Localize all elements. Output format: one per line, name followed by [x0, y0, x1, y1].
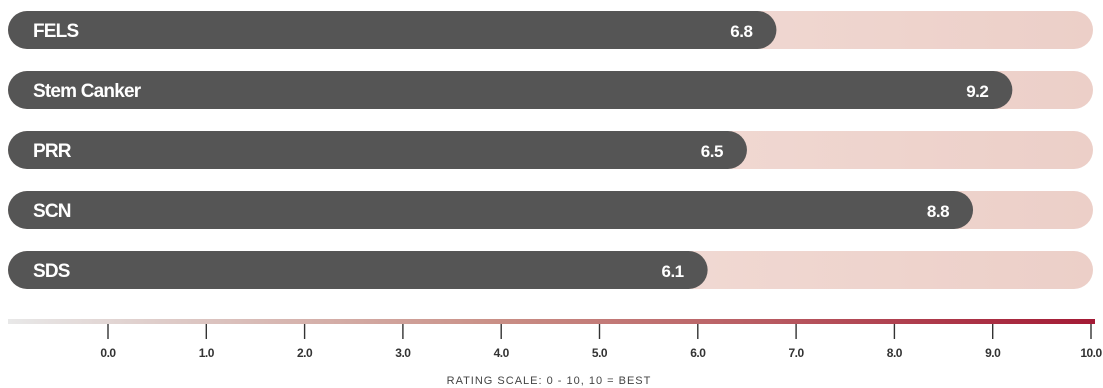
tick-label: 3.0 [395, 346, 411, 360]
category-label: Stem Canker [33, 81, 142, 102]
value-label: 6.1 [661, 262, 683, 281]
tick-label: 6.0 [690, 346, 706, 360]
bar-row: SDS 6.1 [8, 251, 1093, 289]
bar [8, 71, 1013, 109]
tick-label: 5.0 [592, 346, 608, 360]
scale-gradient-bar [8, 319, 1095, 324]
tick-label: 4.0 [494, 346, 510, 360]
bar-row: Stem Canker 9.2 [8, 71, 1093, 109]
tick-label: 9.0 [985, 346, 1001, 360]
tick-label: 10.0 [1080, 346, 1102, 360]
value-label: 6.5 [701, 142, 723, 161]
bar [8, 191, 974, 229]
tick-label: 1.0 [199, 346, 215, 360]
bar [8, 131, 747, 169]
bar [8, 11, 777, 49]
tick-label: 2.0 [297, 346, 313, 360]
bar [8, 251, 708, 289]
value-label: 8.8 [927, 202, 949, 221]
bar-row: PRR 6.5 [8, 131, 1093, 169]
category-label: PRR [33, 141, 72, 162]
category-label: SDS [33, 261, 70, 282]
rating-scale-axis: 0.0 1.0 2.0 3.0 4.0 5.0 6.0 7.0 8.0 9.0 10.0 [8, 319, 1103, 360]
tick-label: 7.0 [789, 346, 805, 360]
tick-label: 8.0 [887, 346, 903, 360]
axis-title: RATING SCALE: 0 - 10, 10 = BEST [447, 375, 652, 387]
value-label: 6.8 [730, 22, 752, 41]
category-label: FELS [33, 21, 78, 42]
bar-row: SCN 8.8 [8, 191, 1093, 229]
bars-group: FELS 6.8 Stem Canker 9.2 PRR 6.5 SCN 8.8 SDS 6.1 [8, 11, 1093, 289]
value-label: 9.2 [966, 82, 988, 101]
bar-row: FELS 6.8 [8, 11, 1093, 49]
tick-label: 0.0 [100, 346, 116, 360]
category-label: SCN [33, 201, 71, 222]
